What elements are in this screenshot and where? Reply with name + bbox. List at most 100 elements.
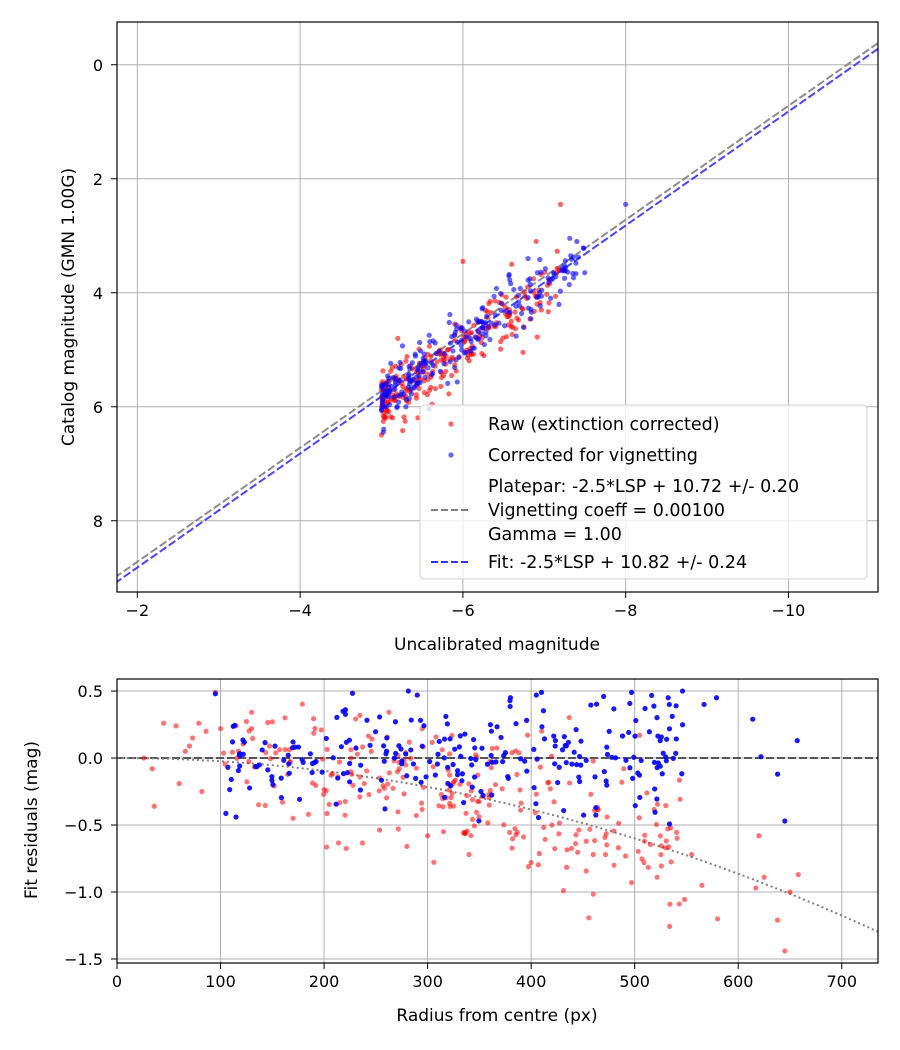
corrected-residual-point xyxy=(609,754,615,760)
raw-point xyxy=(502,304,508,311)
corrected-residual-point xyxy=(441,755,447,761)
raw-residual-point xyxy=(546,779,552,785)
corrected-residual-point xyxy=(539,724,545,730)
corrected-point xyxy=(582,270,588,276)
raw-residual-point xyxy=(556,831,562,837)
raw-residual-point xyxy=(173,723,179,729)
raw-residual-point xyxy=(439,747,445,753)
corrected-point xyxy=(525,277,531,283)
corrected-point xyxy=(463,334,469,340)
raw-residual-point xyxy=(539,728,545,734)
raw-residual-point xyxy=(501,822,507,828)
top-chart: −2 −4 −6 −8 −10 0 2 4 6 8 Uncalibrated magnitude… xyxy=(59,21,879,655)
raw-point xyxy=(428,353,434,359)
corrected-residual-point xyxy=(412,775,419,781)
corrected-point xyxy=(575,254,581,260)
corrected-residual-point xyxy=(666,821,673,827)
raw-residual-point xyxy=(528,859,534,866)
raw-residual-point xyxy=(282,747,288,753)
corrected-residual-point xyxy=(307,751,313,757)
corrected-residual-point xyxy=(489,792,495,798)
corrected-residual-point xyxy=(646,729,653,735)
raw-residual-point xyxy=(681,896,688,903)
corrected-residual-point xyxy=(507,703,513,710)
corrected-residual-point xyxy=(338,744,344,750)
raw-point xyxy=(395,335,401,341)
corrected-point xyxy=(441,351,447,357)
corrected-residual-point xyxy=(240,751,246,757)
raw-residual-point xyxy=(176,780,182,787)
bottom-x-tick-label: 100 xyxy=(205,972,236,991)
corrected-point xyxy=(491,293,497,299)
raw-point xyxy=(503,294,509,300)
raw-residual-point xyxy=(361,780,367,787)
corrected-residual-point xyxy=(468,755,474,762)
corrected-residual-point xyxy=(701,701,707,708)
corrected-point xyxy=(475,329,481,335)
raw-residual-point xyxy=(403,762,409,768)
corrected-residual-point xyxy=(611,706,617,712)
raw-residual-point xyxy=(547,786,553,792)
corrected-point xyxy=(480,305,486,311)
raw-point xyxy=(545,309,551,315)
raw-point xyxy=(402,418,408,424)
raw-point xyxy=(387,414,394,420)
corrected-point xyxy=(470,345,476,351)
bottom-chart: 0 100 200 300 400 500 600 700 0.5 0.0 −0.5 −1.0 −1.… xyxy=(22,678,879,1026)
corrected-residual-point xyxy=(664,736,670,742)
legend-platepar-line: Vignetting coeff = 0.00100 xyxy=(488,501,725,521)
corrected-residual-point xyxy=(254,764,260,770)
corrected-point xyxy=(487,336,493,343)
raw-point xyxy=(449,372,455,379)
raw-residual-point xyxy=(447,800,453,806)
corrected-point xyxy=(525,255,531,262)
corrected-residual-point xyxy=(459,778,465,784)
corrected-residual-point xyxy=(535,814,542,821)
corrected-residual-point xyxy=(601,693,607,700)
corrected-residual-point xyxy=(469,762,475,768)
bottom-x-tick-label: 400 xyxy=(516,972,547,991)
corrected-point xyxy=(515,292,522,299)
corrected-point xyxy=(386,378,392,384)
corrected-residual-point xyxy=(637,794,643,801)
corrected-point xyxy=(391,394,397,400)
corrected-point xyxy=(502,323,508,329)
corrected-residual-point xyxy=(533,801,539,807)
raw-residual-point xyxy=(473,809,480,815)
raw-point xyxy=(438,383,444,389)
corrected-point xyxy=(481,341,487,348)
corrected-residual-point xyxy=(551,733,557,739)
raw-residual-point xyxy=(537,764,543,770)
corrected-residual-point xyxy=(229,739,236,745)
top-x-tick-label: −2 xyxy=(126,601,150,620)
raw-residual-point xyxy=(535,862,541,868)
raw-residual-point xyxy=(583,868,589,874)
corrected-residual-point xyxy=(561,807,567,814)
raw-residual-point xyxy=(575,849,581,855)
raw-residual-point xyxy=(149,766,155,772)
raw-residual-point xyxy=(376,788,382,794)
corrected-residual-point xyxy=(574,762,580,768)
corrected-residual-point xyxy=(552,761,558,767)
raw-residual-point xyxy=(464,793,470,799)
corrected-point xyxy=(570,254,576,261)
corrected-residual-point xyxy=(342,707,349,713)
corrected-residual-point xyxy=(378,777,385,783)
legend-box xyxy=(419,404,868,580)
corrected-residual-point xyxy=(578,738,584,744)
corrected-residual-point xyxy=(319,769,325,775)
corrected-point xyxy=(397,378,403,384)
raw-residual-point xyxy=(533,791,539,797)
corrected-point xyxy=(493,285,500,292)
corrected-point xyxy=(507,309,513,316)
corrected-point xyxy=(459,347,465,353)
corrected-residual-point xyxy=(403,751,409,757)
corrected-residual-point xyxy=(432,772,438,778)
raw-point xyxy=(557,201,564,207)
raw-residual-point xyxy=(654,801,661,807)
raw-point xyxy=(389,364,395,371)
corrected-point xyxy=(392,382,399,388)
raw-residual-point xyxy=(368,748,374,754)
raw-point xyxy=(531,276,537,282)
corrected-residual-point xyxy=(286,761,292,767)
